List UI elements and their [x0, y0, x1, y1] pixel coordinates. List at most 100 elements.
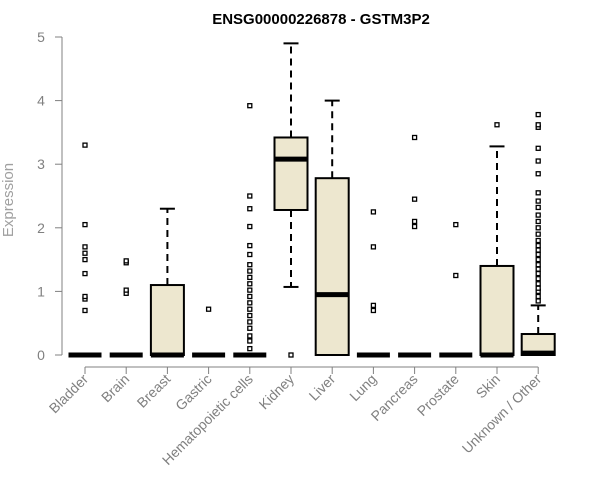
- outlier-point: [411, 223, 418, 230]
- outlier-point: [411, 134, 418, 141]
- x-tick-label: Lung: [346, 371, 379, 404]
- box-hematopoietic-cells: [233, 103, 267, 358]
- outlier-point: [453, 272, 459, 279]
- outlier-point: [247, 251, 253, 258]
- outlier-point: [247, 325, 253, 331]
- y-tick-label: 3: [37, 156, 45, 172]
- outlier-point: [535, 145, 541, 151]
- outlier-point: [247, 223, 253, 230]
- outlier-point: [82, 250, 88, 256]
- outlier-point: [535, 212, 541, 218]
- outlier-point: [370, 244, 377, 250]
- outlier-point: [205, 306, 212, 312]
- outlier-point: [535, 266, 541, 272]
- outlier-point: [535, 285, 541, 291]
- outlier-point: [535, 251, 541, 258]
- outlier-point: [247, 345, 253, 352]
- box-body: [149, 284, 185, 357]
- box-series: [68, 42, 556, 358]
- outlier-point: [123, 258, 129, 264]
- outlier-point: [82, 221, 88, 228]
- outlier-point: [535, 270, 541, 277]
- outlier-point: [535, 122, 541, 128]
- outlier-point: [82, 244, 88, 250]
- y-tick-label: 2: [37, 220, 45, 236]
- x-tick-label: Kidney: [256, 371, 298, 413]
- x-tick-label: Liver: [306, 371, 339, 404]
- outlier-point: [535, 231, 541, 237]
- outlier-point: [247, 293, 253, 300]
- box-prostate: [439, 221, 473, 358]
- outlier-point: [370, 307, 377, 314]
- outlier-point: [411, 196, 418, 202]
- outlier-point: [535, 262, 541, 268]
- outlier-point: [494, 122, 500, 128]
- outlier-point: [535, 276, 541, 282]
- outlier-point: [247, 206, 253, 212]
- outlier-point: [247, 193, 253, 199]
- box-skin: [479, 122, 515, 358]
- outlier-point: [370, 209, 377, 215]
- x-tick-label: Prostate: [414, 371, 462, 419]
- outlier-point: [535, 225, 541, 231]
- outlier-point: [247, 287, 253, 293]
- outlier-point: [411, 218, 418, 225]
- box-pancreas: [398, 134, 432, 358]
- box-body: [479, 264, 515, 356]
- box-breast: [149, 207, 185, 358]
- outlier-point: [123, 287, 129, 293]
- outlier-point: [288, 352, 294, 358]
- outlier-point: [535, 158, 541, 164]
- box-bladder: [68, 142, 102, 358]
- x-tick-label: Skin: [473, 371, 504, 402]
- outlier-point: [247, 300, 253, 306]
- y-tick-label: 5: [37, 29, 45, 45]
- outlier-point: [247, 312, 253, 319]
- outlier-point: [453, 221, 459, 228]
- outlier-point: [247, 306, 253, 312]
- outlier-point: [535, 293, 541, 300]
- box-liver: [314, 99, 350, 356]
- outlier-point: [535, 218, 541, 225]
- outlier-point: [247, 319, 253, 325]
- x-tick-label: Brain: [98, 371, 132, 405]
- outlier-point: [247, 281, 253, 287]
- y-axis: 0 1 2 3 4 5: [37, 29, 63, 363]
- x-tick-label: Bladder: [46, 371, 92, 417]
- box-brain: [109, 258, 143, 358]
- outlier-point: [247, 333, 253, 339]
- outlier-point: [247, 103, 253, 109]
- y-tick-label: 1: [37, 283, 45, 299]
- outlier-point: [535, 190, 541, 196]
- y-tick-label: 4: [37, 93, 45, 109]
- outlier-point: [247, 338, 253, 344]
- chart-title: ENSG00000226878 - GSTM3P2: [212, 11, 430, 28]
- outlier-point: [82, 270, 88, 277]
- box-body: [314, 177, 350, 356]
- outlier-point: [535, 237, 541, 244]
- outlier-point: [535, 111, 541, 118]
- outlier-point: [247, 268, 253, 274]
- outlier-point: [535, 247, 541, 253]
- outlier-point: [247, 274, 253, 281]
- y-axis-label: Expression: [0, 163, 17, 237]
- outlier-point: [535, 171, 541, 177]
- outlier-point: [247, 242, 253, 249]
- outlier-point: [82, 256, 88, 263]
- outlier-point: [535, 204, 541, 211]
- outlier-point: [535, 281, 541, 287]
- box-kidney: [273, 42, 309, 358]
- y-tick-label: 0: [37, 347, 45, 363]
- x-tick-label: Breast: [134, 371, 174, 411]
- box-body: [273, 136, 309, 211]
- outlier-point: [535, 298, 541, 304]
- outlier-point: [535, 242, 541, 249]
- outlier-point: [82, 142, 88, 148]
- outlier-point: [535, 198, 541, 204]
- outlier-point: [247, 262, 253, 268]
- box-unknown-other: [520, 111, 556, 356]
- box-lung: [356, 209, 390, 358]
